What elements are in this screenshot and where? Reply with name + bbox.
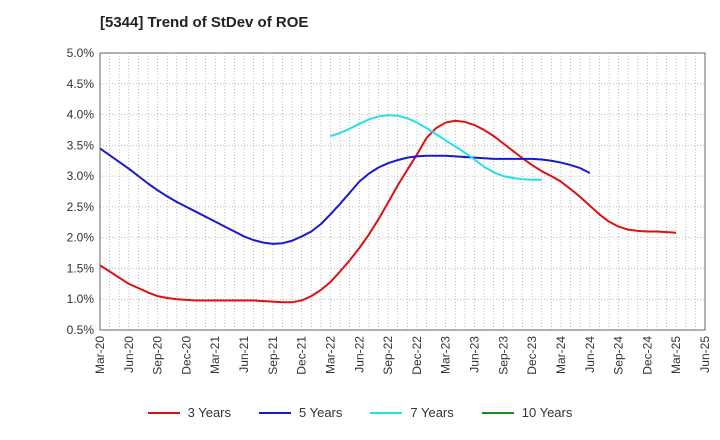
- legend-swatch: [147, 411, 180, 414]
- plot-frame: [99, 52, 706, 331]
- grid-lines: [100, 52, 705, 331]
- legend-item-7-years: 7 Years: [370, 405, 454, 420]
- legend-item-3-years: 3 Years: [147, 405, 231, 420]
- x-tick-label: Sep-21: [266, 336, 280, 375]
- series-line-7-years: [330, 114, 542, 181]
- x-tick-label: Jun-25: [698, 336, 712, 373]
- x-tick-label: Mar-20: [93, 336, 107, 374]
- x-tick-label: Dec-23: [525, 336, 539, 375]
- y-tick-label: 4.0%: [67, 108, 95, 122]
- x-tick-labels: Mar-20 Jun-20 Sep-20 Dec-20 Mar-21 Jun-21 Sep-…: [93, 336, 712, 375]
- x-tick-label: Mar-23: [439, 336, 453, 374]
- x-tick-label: Dec-20: [179, 336, 193, 375]
- legend-label: 10 Years: [521, 405, 573, 420]
- y-tick-label: 1.5%: [67, 261, 95, 275]
- legend-label: 3 Years: [187, 405, 231, 420]
- legend-item-5-years: 5 Years: [259, 405, 342, 420]
- legend-label: 5 Years: [299, 405, 343, 420]
- legend-label: 7 Years: [410, 405, 454, 420]
- x-tick-label: Mar-21: [208, 336, 222, 374]
- x-tick-label: Mar-25: [669, 336, 683, 374]
- y-tick-label: 2.0%: [67, 231, 95, 245]
- x-tick-label: Jun-24: [583, 336, 597, 373]
- x-tick-label: Sep-23: [496, 336, 510, 375]
- y-tick-label: 3.0%: [67, 169, 95, 183]
- x-tick-label: Mar-22: [323, 336, 337, 374]
- legend-swatch: [259, 411, 291, 414]
- x-tick-label: Sep-22: [381, 336, 395, 375]
- legend: 3 Years 5 Years 7 Years 10 Years: [0, 405, 720, 420]
- y-tick-label: 1.0%: [67, 292, 95, 306]
- legend-swatch: [481, 411, 514, 414]
- series-line-5-years: [99, 147, 591, 245]
- legend-swatch: [370, 411, 403, 414]
- x-tick-label: Dec-22: [410, 336, 424, 375]
- x-tick-label: Jun-20: [122, 336, 136, 373]
- series-line-3-years: [99, 119, 677, 304]
- chart-title: [5344] Trend of StDev of ROE: [100, 14, 309, 31]
- y-tick-label: 2.5%: [67, 200, 95, 214]
- legend-item-10-years: 10 Years: [481, 405, 573, 420]
- series-lines: [99, 114, 677, 304]
- x-tick-label: Jun-22: [352, 336, 366, 373]
- x-tick-label: Dec-24: [640, 336, 654, 375]
- x-tick-label: Jun-23: [468, 336, 482, 373]
- x-tick-label: Dec-21: [295, 336, 309, 375]
- x-tick-label: Sep-20: [151, 336, 165, 375]
- y-tick-label: 5.0%: [67, 46, 95, 60]
- y-tick-labels: 0.5% 1.0% 1.5% 2.0% 2.5% 3.0% 3.5% 4.0% 4.5% 5.0%: [67, 46, 95, 337]
- plot-area: [100, 53, 705, 330]
- x-tick-label: Mar-24: [554, 336, 568, 374]
- y-tick-label: 0.5%: [67, 323, 95, 337]
- x-tick-label: Jun-21: [237, 336, 251, 373]
- y-tick-label: 3.5%: [67, 138, 95, 152]
- y-tick-label: 4.5%: [67, 77, 95, 91]
- x-tick-label: Sep-24: [612, 336, 626, 375]
